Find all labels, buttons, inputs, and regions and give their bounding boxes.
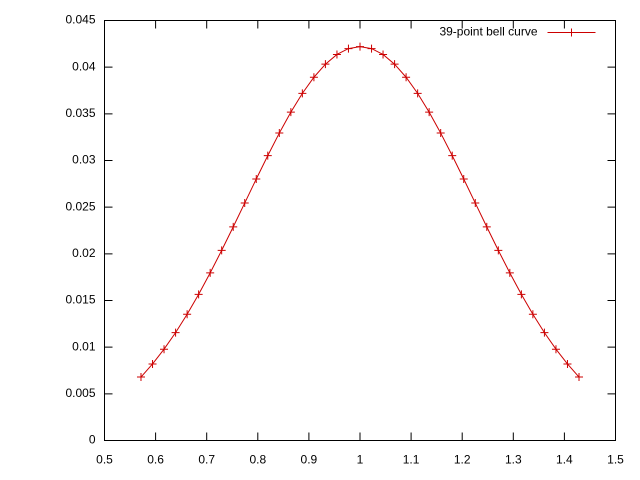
point-marker xyxy=(298,89,307,98)
legend-swatch xyxy=(547,28,596,37)
point-marker xyxy=(528,310,537,319)
point-marker xyxy=(563,359,572,368)
point-marker xyxy=(286,108,295,117)
point-marker xyxy=(240,199,249,208)
point-marker xyxy=(275,129,284,138)
point-marker xyxy=(505,268,514,277)
x-tick-label: 1.5 xyxy=(607,453,624,467)
point-marker xyxy=(229,222,238,231)
point-marker xyxy=(482,222,491,231)
x-tick-label: 0.8 xyxy=(249,453,266,467)
point-marker xyxy=(494,246,503,255)
y-tick-label: 0.005 xyxy=(65,386,95,400)
x-tick-label: 1.2 xyxy=(454,453,471,467)
point-marker xyxy=(160,345,169,354)
point-marker xyxy=(252,174,261,183)
point-marker xyxy=(575,373,584,382)
y-tick-label: 0.02 xyxy=(72,246,96,260)
x-tick-label: 0.9 xyxy=(301,453,318,467)
point-marker xyxy=(194,290,203,299)
point-marker xyxy=(448,151,457,160)
point-marker xyxy=(148,359,157,368)
point-marker xyxy=(390,60,399,69)
y-tick-label: 0 xyxy=(89,433,96,447)
point-marker xyxy=(217,246,226,255)
point-marker xyxy=(136,373,145,382)
x-tick-label: 1.3 xyxy=(505,453,522,467)
plot-border xyxy=(104,20,616,441)
point-marker xyxy=(379,50,388,59)
x-tick-label: 1.4 xyxy=(556,453,573,467)
point-marker xyxy=(402,73,411,82)
y-tick-label: 0.015 xyxy=(65,293,95,307)
point-marker xyxy=(332,50,341,59)
point-marker xyxy=(540,328,549,337)
x-tick-label: 0.5 xyxy=(96,453,113,467)
series-line xyxy=(140,46,580,378)
y-tick-label: 0.04 xyxy=(72,59,96,73)
point-marker xyxy=(344,44,353,53)
point-marker xyxy=(367,44,376,53)
point-marker xyxy=(356,42,364,51)
point-marker xyxy=(517,290,526,299)
y-tick-label: 0.01 xyxy=(72,339,96,353)
x-tick-label: 1 xyxy=(357,453,364,467)
y-tick-label: 0.035 xyxy=(65,106,95,120)
point-marker xyxy=(436,129,445,138)
point-marker xyxy=(206,268,215,277)
y-tick-label: 0.025 xyxy=(65,199,95,213)
y-tick-label: 0.045 xyxy=(65,13,95,27)
x-tick-label: 0.7 xyxy=(198,453,215,467)
point-marker xyxy=(309,73,318,82)
point-marker xyxy=(459,174,468,183)
point-marker xyxy=(413,89,422,98)
point-marker xyxy=(425,108,434,117)
point-marker xyxy=(263,151,272,160)
point-marker xyxy=(183,310,192,319)
legend-label: 39-point bell curve xyxy=(439,25,537,39)
x-tick-label: 0.6 xyxy=(147,453,164,467)
y-tick-label: 0.03 xyxy=(72,153,96,167)
point-marker xyxy=(171,328,180,337)
point-marker xyxy=(551,345,560,354)
point-marker xyxy=(471,199,480,208)
x-tick-label: 1.1 xyxy=(403,453,420,467)
point-marker xyxy=(321,60,330,69)
